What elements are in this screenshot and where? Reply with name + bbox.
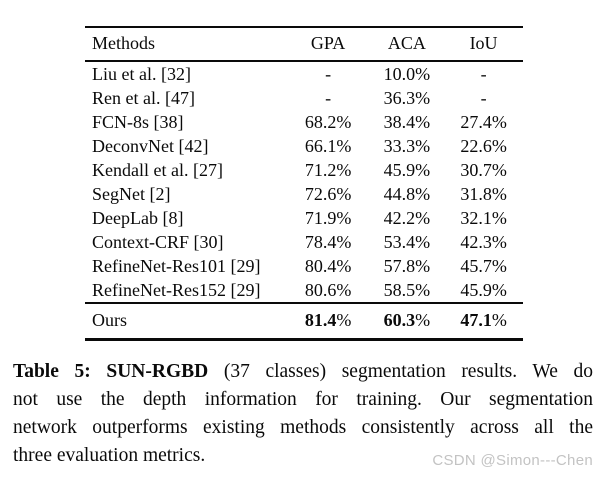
col-header-iou: IoU <box>444 27 523 62</box>
percent-sign: % <box>336 310 352 330</box>
table-body: Liu et al. [32] - 10.0% - Ren et al. [47… <box>85 61 523 304</box>
table-caption: Table 5: SUN-RGBD (37 classes) segmentat… <box>13 358 593 470</box>
caption-line-2: not use the depth information for traini… <box>13 389 593 410</box>
cell-aca: 10.0% <box>383 63 431 84</box>
table-row: RefineNet-Res152 [29] 80.6% 58.5% 45.9% <box>85 278 523 304</box>
cell-iou: 30.7% <box>460 159 507 180</box>
cell-gpa: 80.4% <box>304 255 352 276</box>
cell-gpa: - <box>325 87 332 108</box>
table-row: Liu et al. [32] - 10.0% - <box>85 61 523 86</box>
cell-aca-ours: 60.3% <box>370 303 444 340</box>
cell-iou: 22.6% <box>460 135 507 156</box>
table-row: RefineNet-Res101 [29] 80.4% 57.8% 45.7% <box>85 254 523 278</box>
ours-iou-value: 47.1 <box>460 310 492 330</box>
cell-iou: - <box>480 63 487 84</box>
table-row: DeepLab [8] 71.9% 42.2% 32.1% <box>85 206 523 230</box>
col-header-aca: ACA <box>369 27 445 62</box>
table-row: DeconvNet [42] 66.1% 33.3% 22.6% <box>85 134 523 158</box>
table-header: Methods GPA ACA IoU <box>85 27 523 62</box>
cell-aca: 45.9% <box>383 159 431 180</box>
cell-method: Ren et al. [47] <box>92 87 195 108</box>
cell-iou: 27.4% <box>460 111 507 132</box>
caption-line-4: three evaluation metrics. <box>13 445 206 466</box>
percent-sign: % <box>415 310 431 330</box>
cell-iou: 45.9% <box>444 278 523 304</box>
cell-iou: 31.8% <box>460 183 507 204</box>
col-header-gpa: GPA <box>286 27 370 62</box>
cell-method: SegNet [2] <box>92 183 171 204</box>
cell-method: DeepLab [8] <box>92 207 184 228</box>
cell-aca: 42.2% <box>383 207 431 228</box>
cell-aca: 57.8% <box>383 255 431 276</box>
cell-aca: 53.4% <box>383 231 431 252</box>
results-table: Methods GPA ACA IoU Liu et al. [32] - 10… <box>85 26 523 341</box>
cell-iou: - <box>480 87 487 108</box>
cell-method-ours: Ours <box>92 310 127 330</box>
table-row: SegNet [2] 72.6% 44.8% 31.8% <box>85 182 523 206</box>
cell-gpa: 72.6% <box>304 183 352 204</box>
cell-gpa: 71.2% <box>304 159 352 180</box>
csdn-watermark: CSDN @Simon---Chen <box>432 452 593 469</box>
table-row: Ren et al. [47] - 36.3% - <box>85 86 523 110</box>
cell-aca: 44.8% <box>383 183 431 204</box>
cell-gpa: 71.9% <box>304 207 352 228</box>
caption-line-1-rest: (37 classes) segmentation results. We do <box>208 361 593 382</box>
cell-gpa-ours: 81.4% <box>286 303 369 340</box>
cell-gpa: - <box>325 63 332 84</box>
cell-aca: 36.3% <box>383 87 431 108</box>
percent-sign: % <box>491 310 507 330</box>
cell-aca: 33.3% <box>383 135 431 156</box>
cell-aca: 58.5% <box>369 278 445 304</box>
cell-gpa: 78.4% <box>304 231 352 252</box>
cell-method: Kendall et al. [27] <box>92 159 223 180</box>
header-row: Methods GPA ACA IoU <box>85 27 523 62</box>
cell-method: Liu et al. [32] <box>92 63 191 84</box>
col-header-methods: Methods <box>85 27 287 62</box>
caption-bold-label: Table 5: SUN-RGBD <box>13 361 209 382</box>
cell-gpa: 80.6% <box>286 278 370 304</box>
cell-iou: 32.1% <box>460 207 507 228</box>
cell-iou: 42.3% <box>460 231 507 252</box>
ours-aca-value: 60.3 <box>383 310 416 330</box>
cell-gpa: 68.2% <box>304 111 352 132</box>
cell-gpa: 66.1% <box>304 135 352 156</box>
cell-iou: 45.7% <box>460 255 507 276</box>
cell-method: RefineNet-Res152 [29] <box>85 278 287 304</box>
table-row: Context-CRF [30] 78.4% 53.4% 42.3% <box>85 230 523 254</box>
table-row: FCN-8s [38] 68.2% 38.4% 27.4% <box>85 110 523 134</box>
caption-line-1: Table 5: SUN-RGBD (37 classes) segmentat… <box>13 358 593 386</box>
ours-row: Ours 81.4% 60.3% 47.1% <box>85 303 523 340</box>
cell-method: FCN-8s [38] <box>92 111 184 132</box>
cell-method: DeconvNet [42] <box>92 135 209 156</box>
cell-aca: 38.4% <box>383 111 431 132</box>
table-footer: Ours 81.4% 60.3% 47.1% <box>85 303 523 340</box>
cell-method: Context-CRF [30] <box>92 231 224 252</box>
table-row: Kendall et al. [27] 71.2% 45.9% 30.7% <box>85 158 523 182</box>
cell-method: RefineNet-Res101 [29] <box>92 255 261 276</box>
ours-gpa-value: 81.4 <box>304 310 337 330</box>
caption-line-3: network outperforms existing methods con… <box>13 417 593 438</box>
cell-iou-ours: 47.1% <box>444 303 523 340</box>
